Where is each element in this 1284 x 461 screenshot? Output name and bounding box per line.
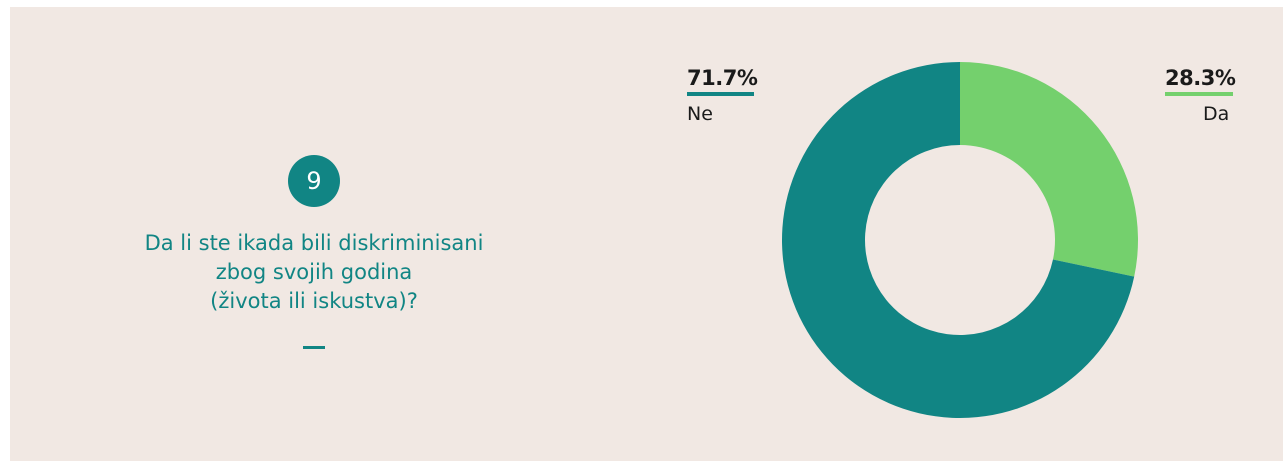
- question-text: Da li ste ikada bili diskriminisani zbog…: [64, 229, 564, 316]
- slice-da-label: Da: [1203, 102, 1229, 126]
- slice-da-underline: [1165, 92, 1233, 96]
- slice-da-percent: 28.3%: [1165, 65, 1235, 91]
- slice-ne-underline: [687, 92, 754, 96]
- slice-ne-label: Ne: [687, 102, 713, 126]
- question-divider: [303, 346, 325, 349]
- donut-slice-da: [960, 62, 1138, 277]
- question-number-badge: 9: [288, 155, 340, 207]
- slice-ne-percent: 71.7%: [687, 65, 757, 91]
- donut-chart: [770, 50, 1150, 430]
